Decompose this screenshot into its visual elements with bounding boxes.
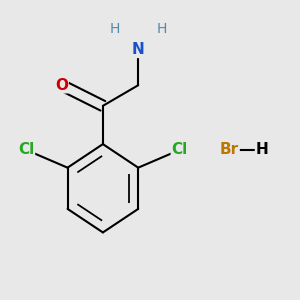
Text: H: H — [110, 22, 120, 36]
Text: Cl: Cl — [171, 142, 188, 158]
Text: H: H — [256, 142, 268, 158]
Text: Cl: Cl — [18, 142, 34, 158]
Text: H: H — [157, 22, 167, 36]
Text: O: O — [55, 78, 68, 93]
Text: N: N — [132, 42, 145, 57]
Text: Br: Br — [220, 142, 239, 158]
